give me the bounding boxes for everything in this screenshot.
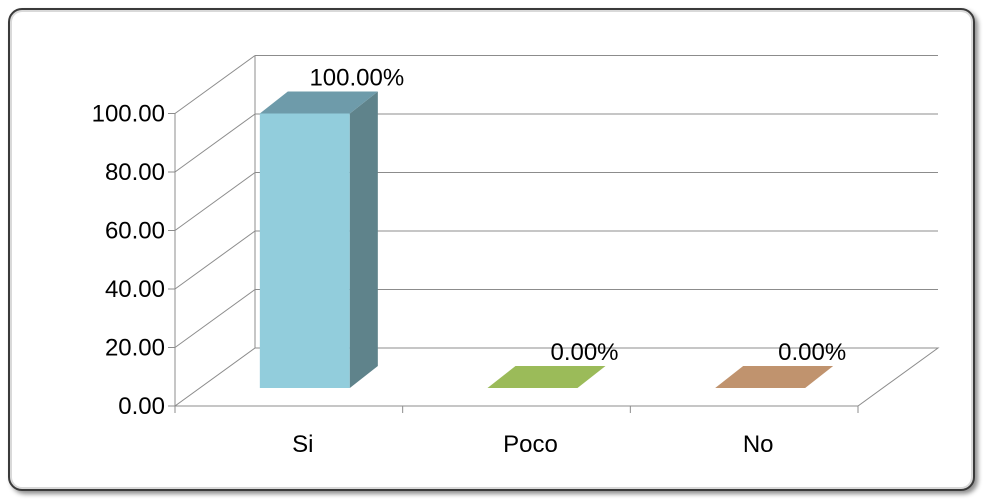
y-tick-label: 60.00 xyxy=(105,218,165,245)
chart-frame xyxy=(8,8,975,491)
gridline-side xyxy=(174,289,256,348)
category-labels: Si Poco No xyxy=(292,431,773,458)
bar-front xyxy=(259,113,350,388)
bars xyxy=(259,91,834,388)
y-tick-labels: 0.00 20.00 40.00 60.00 80.00 100.00 xyxy=(92,101,165,421)
gridline-side xyxy=(174,55,256,114)
y-tick-label: 80.00 xyxy=(105,159,165,186)
y-tick-label: 0.00 xyxy=(118,393,165,420)
bar-no xyxy=(715,366,834,388)
category-label: Poco xyxy=(503,431,558,458)
data-label: 100.00% xyxy=(309,65,404,92)
data-label: 0.00% xyxy=(778,339,846,366)
bar-top xyxy=(715,366,834,388)
gridline-side xyxy=(174,172,256,231)
bar-top xyxy=(259,91,378,114)
category-label: Si xyxy=(292,431,313,458)
gridline-side xyxy=(174,230,256,290)
bar-side xyxy=(349,91,378,388)
data-label: 0.00% xyxy=(550,339,618,366)
y-tick-label: 40.00 xyxy=(105,276,165,303)
bar-top xyxy=(487,366,606,388)
bar-poco xyxy=(487,366,606,388)
category-label: No xyxy=(743,431,774,458)
axes xyxy=(168,113,859,413)
bar-si xyxy=(259,91,378,388)
y-tick-label: 100.00 xyxy=(92,101,165,128)
gridline-side xyxy=(174,113,256,173)
data-labels: 100.00% 0.00% 0.00% xyxy=(309,65,846,367)
y-tick-label: 20.00 xyxy=(105,335,165,362)
